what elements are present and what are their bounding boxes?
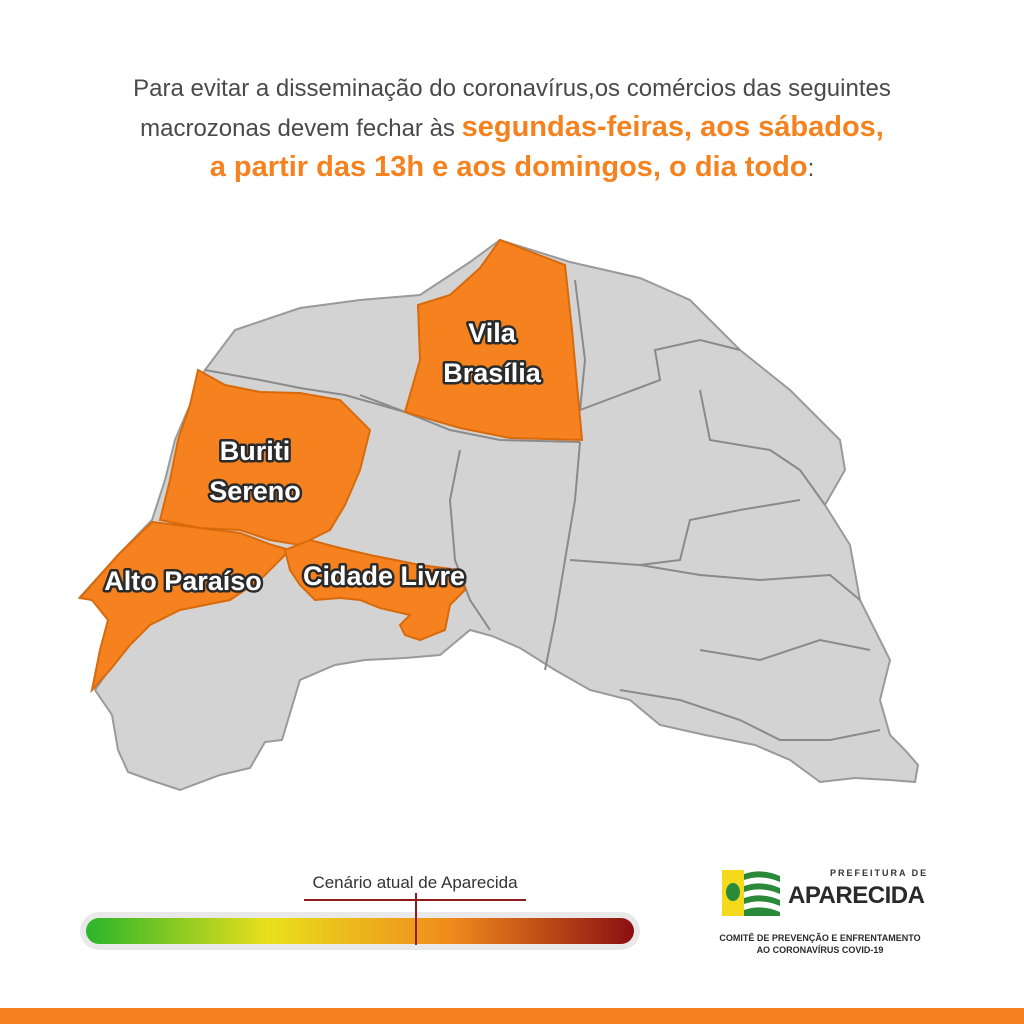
label-alto-paraiso: Alto Paraíso [104,566,262,596]
headline-line-2: macrozonas devem fechar às segundas-feir… [60,108,964,148]
label-vila-brasilia-line1: Vila [468,318,517,348]
committee-line-2: AO CORONAVÍRUS COVID-19 [756,945,884,955]
aparecida-flag-icon [722,870,780,916]
zone-borders [204,279,881,741]
label-vila-brasilia-line2: Brasília [443,358,542,388]
headline: Para evitar a disseminação do coronavíru… [60,70,964,188]
footer-bar [0,1008,1024,1024]
zone-vila-brasilia[interactable] [403,238,584,442]
zone-alto-paraiso[interactable] [78,520,292,694]
logo-aparecida-text: APARECIDA [788,882,925,909]
zone-buriti-sereno[interactable] [158,368,372,547]
headline-line-1: Para evitar a disseminação do coronavíru… [133,75,891,102]
logo-prefeitura-text: PREFEITURA DE [830,868,929,878]
label-buriti-sereno-line1: Buriti [220,436,291,466]
zone-cidade-livre[interactable] [283,538,467,642]
committee-line-1: COMITÊ DE PREVENÇÃO E ENFRENTAMENTO [719,933,921,943]
label-buriti-sereno-line2: Sereno [209,476,301,506]
current-level-marker [414,893,417,945]
headline-highlight-hours: a partir das 13h e aos domingos, o dia t… [209,151,808,183]
risk-scale-gradient [86,918,634,944]
headline-line-3-suffix: : [807,155,815,182]
committee-text: COMITÊ DE PREVENÇÃO E ENFRENTAMENTO AO C… [700,932,940,956]
risk-scale-bar [80,912,640,950]
headline-highlight-days: segundas-feiras, aos sábados, [461,111,884,143]
label-cidade-livre: Cidade Livre [303,561,465,591]
headline-line-2-prefix: macrozonas devem fechar às [140,115,462,142]
headline-line-3: a partir das 13h e aos domingos, o dia t… [60,148,964,188]
